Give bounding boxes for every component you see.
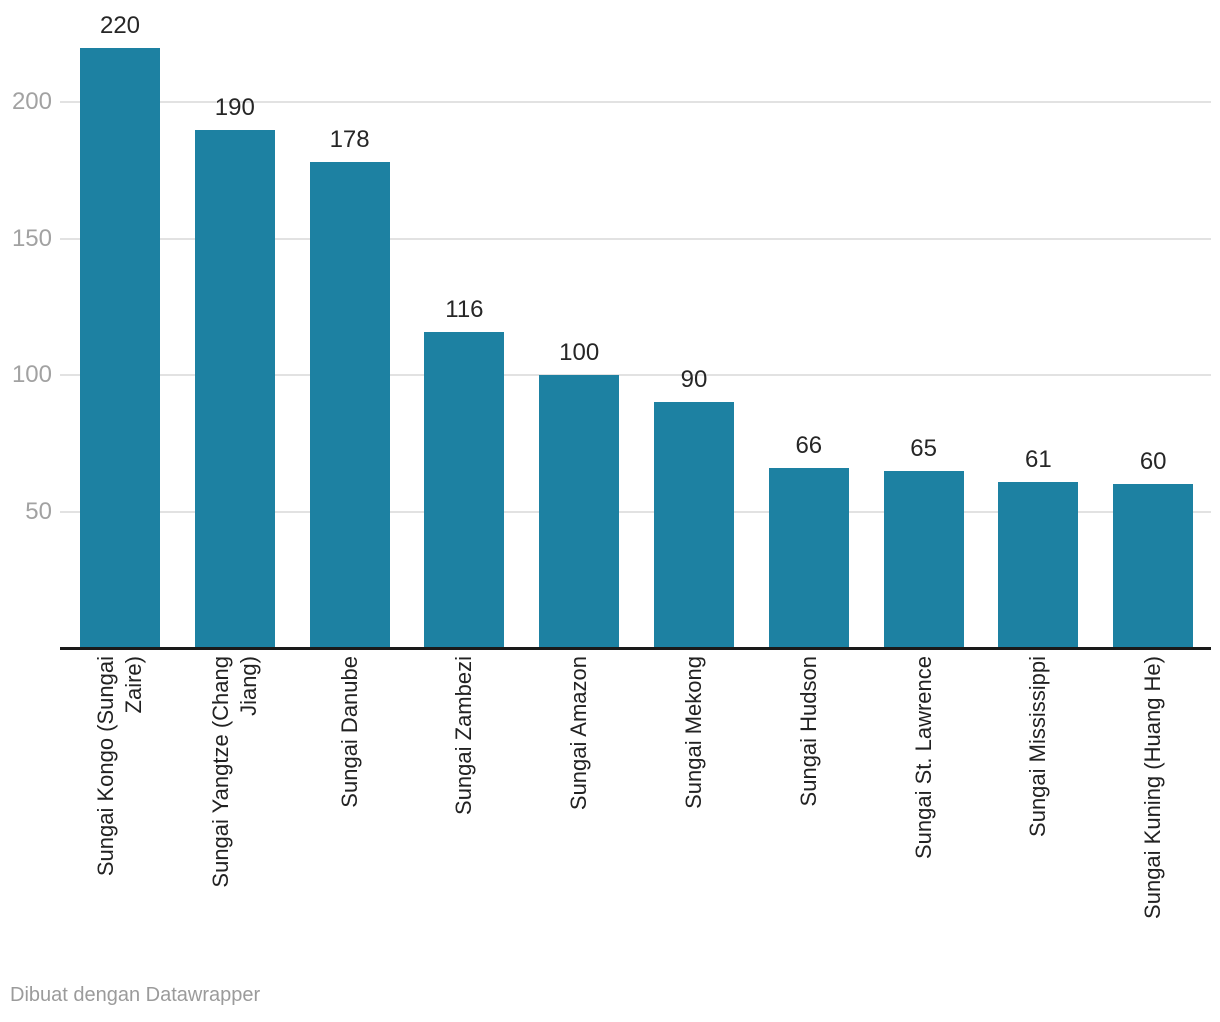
gridline — [60, 237, 1211, 240]
bar — [194, 129, 275, 648]
x-category-label-line: Sungai Mississippi — [1025, 656, 1051, 837]
bar-value-label: 66 — [795, 431, 823, 459]
bar-value-label: 61 — [1025, 445, 1052, 473]
bar-value-label: 90 — [680, 366, 708, 394]
bar — [768, 467, 849, 648]
bar-value-label: 116 — [445, 295, 484, 323]
bar-value-label: 100 — [559, 339, 600, 367]
y-tick-label: 200 — [11, 88, 52, 116]
bar-value-label: 178 — [329, 126, 370, 154]
bar-value-label: 220 — [99, 11, 141, 39]
x-category-label-line: Sungai Danube — [336, 656, 362, 808]
x-category-label: Sungai Yangtze (Chang Jiang) — [207, 656, 263, 956]
x-category-label-line: Sungai Kuning (Huang He) — [1140, 656, 1166, 919]
bar — [80, 47, 160, 648]
x-category-label: Sungai Mississippi — [1024, 656, 1052, 956]
x-category-label-line: Sungai Zambezi — [451, 656, 477, 815]
x-category-label: Sungai Kuning (Huang He) — [1139, 656, 1167, 956]
y-tick-label: 150 — [11, 224, 52, 252]
gridline — [60, 101, 1211, 104]
x-category-label-line: Sungai St. Lawrence — [910, 656, 936, 860]
x-category-label: Sungai Mekong — [680, 656, 708, 956]
x-category-label-line: Zaire) — [121, 656, 146, 714]
x-category-label-line: Sungai Amazon — [566, 656, 592, 811]
x-category-label: Sungai Amazon — [565, 656, 593, 956]
gridline — [60, 510, 1211, 513]
bar — [883, 470, 964, 648]
x-category-label: Sungai Kongo (Sungai Zaire) — [92, 656, 148, 956]
x-axis-line — [60, 647, 1211, 650]
x-category-label: Sungai Zambezi — [450, 656, 478, 956]
footer-attribution: Dibuat dengan Datawrapper — [10, 984, 261, 1006]
x-category-label: Sungai Hudson — [795, 656, 823, 956]
x-category-label-line: Sungai Kongo (Sungai — [93, 656, 118, 877]
x-category-label-line: Sungai Mekong — [681, 656, 706, 809]
y-tick-label: 100 — [11, 361, 52, 389]
bar — [1113, 484, 1194, 648]
bar-value-label: 60 — [1139, 448, 1167, 476]
bar — [309, 162, 390, 648]
y-tick-label: 50 — [25, 497, 52, 525]
bar — [424, 331, 505, 648]
x-category-label-line: Sungai Yangtze (Chang — [207, 656, 233, 888]
x-category-label-line: Jiang) — [235, 656, 261, 716]
gridline — [60, 374, 1211, 377]
bar-value-label: 65 — [910, 434, 937, 462]
x-category-label: Sungai St. Lawrence — [910, 656, 938, 956]
bar-value-label: 190 — [214, 93, 255, 121]
bar — [998, 481, 1079, 648]
bar — [654, 402, 734, 648]
bar — [539, 375, 620, 648]
x-category-label-line: Sungai Hudson — [795, 656, 821, 807]
x-category-label: Sungai Danube — [336, 656, 364, 956]
